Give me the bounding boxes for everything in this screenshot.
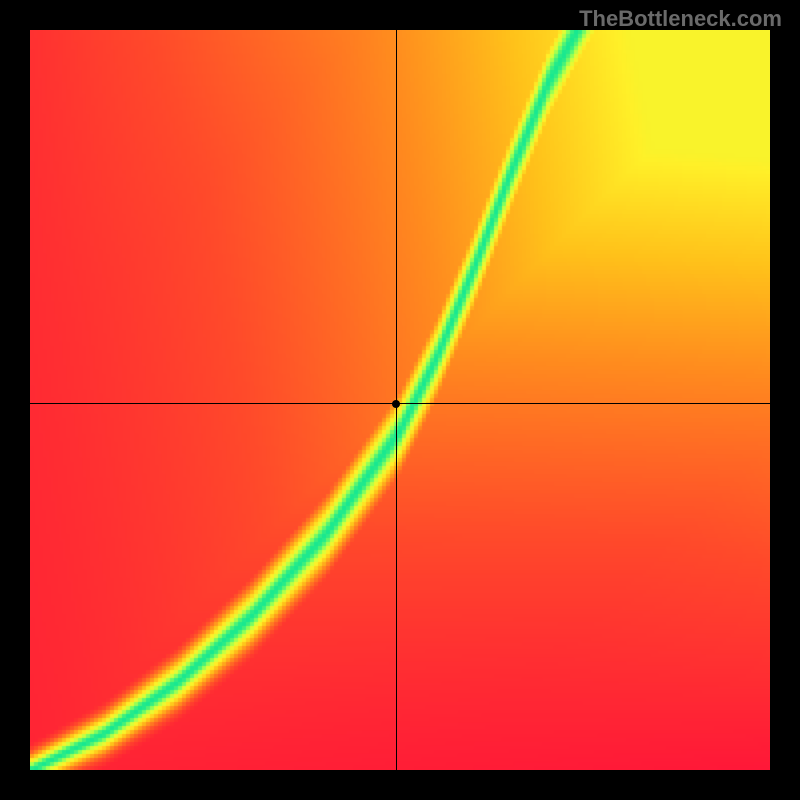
heatmap-canvas: [30, 30, 770, 770]
watermark-text: TheBottleneck.com: [579, 6, 782, 32]
heatmap-plot: [30, 30, 770, 770]
crosshair-marker: [392, 400, 400, 408]
